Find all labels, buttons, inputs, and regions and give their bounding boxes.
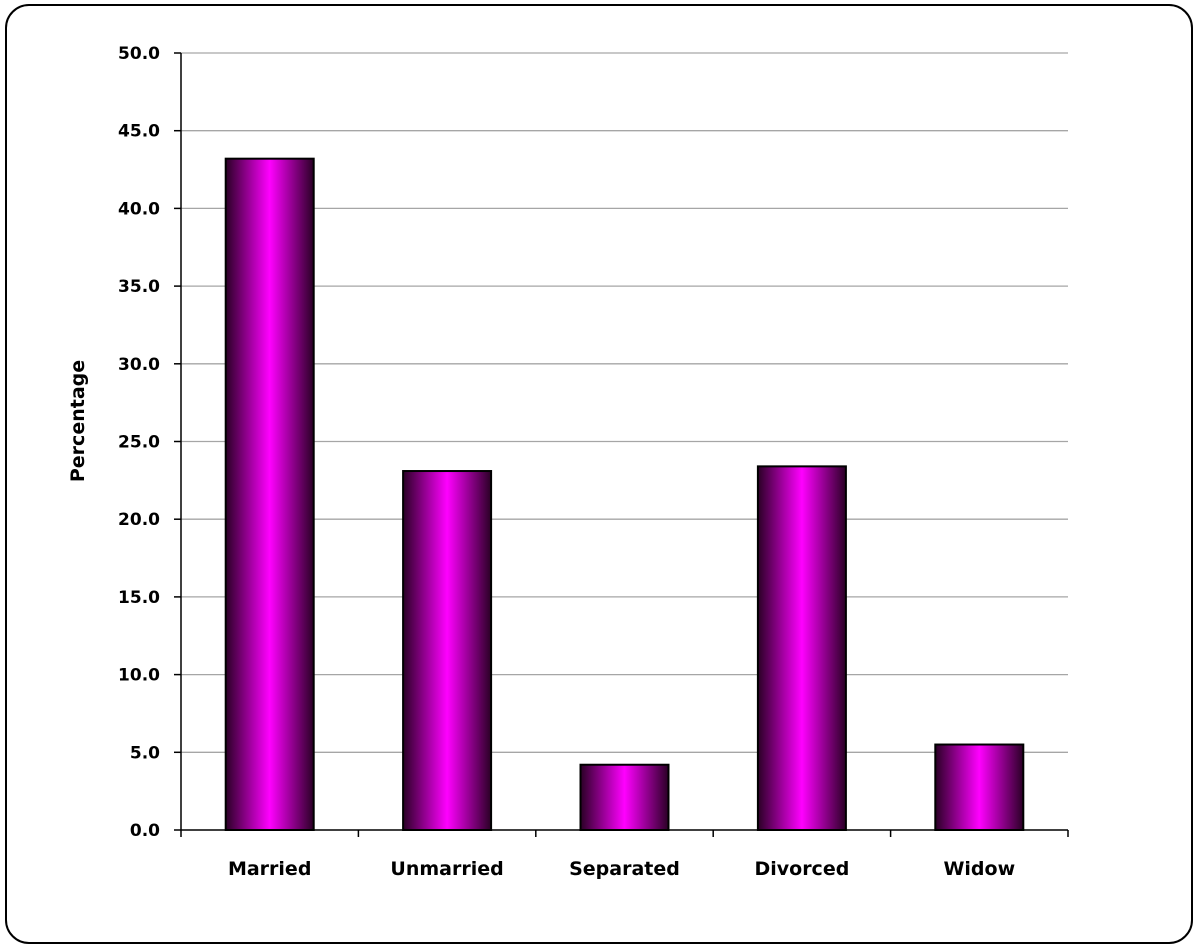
bar-married xyxy=(224,157,315,831)
bar-separated xyxy=(579,763,670,831)
y-tick-label: 0.0 xyxy=(130,821,160,841)
x-tick-label: Widow xyxy=(943,858,1015,880)
bar-widow xyxy=(934,743,1025,832)
y-tick-label: 15.0 xyxy=(118,588,160,608)
bar-unmarried xyxy=(402,470,493,831)
x-tick-label: Separated xyxy=(569,858,680,880)
x-tick-label: Divorced xyxy=(754,858,849,880)
y-tick-label: 30.0 xyxy=(118,355,160,375)
labels: 0.0 5.0 10.0 15.0 20.0 25.0 30.0 35.0 40.0 45.0 50… xyxy=(118,44,1015,880)
y-tick-label: 35.0 xyxy=(118,277,160,297)
x-tick-label: Married xyxy=(228,858,311,880)
gridlines xyxy=(181,52,1068,753)
bar-divorced xyxy=(756,465,847,831)
bars xyxy=(224,157,1025,832)
y-axis-title: Percentage xyxy=(67,360,89,482)
y-tick-label: 40.0 xyxy=(118,199,160,219)
y-tick-label: 10.0 xyxy=(118,666,160,686)
y-tick-label: 45.0 xyxy=(118,122,160,142)
x-tick-label: Unmarried xyxy=(390,858,503,880)
y-tick-label: 25.0 xyxy=(118,433,160,453)
axes xyxy=(174,52,1069,837)
y-tick-label: 20.0 xyxy=(118,510,160,530)
y-tick-label: 5.0 xyxy=(130,743,160,763)
y-tick-label: 50.0 xyxy=(118,44,160,64)
